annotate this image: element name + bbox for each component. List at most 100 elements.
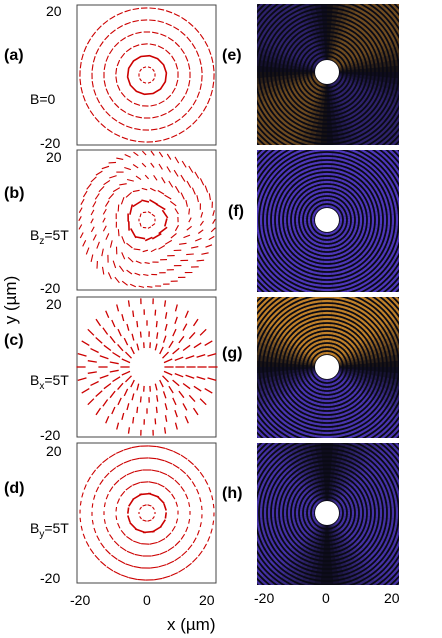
density-ring-segment [368, 275, 376, 282]
density-ring-segment [304, 234, 308, 238]
density-ring-segment [278, 10, 286, 17]
density-ring-segment [396, 186, 399, 193]
density-ring-segment [378, 156, 386, 163]
density-ring-segment [374, 228, 378, 234]
vector-arrow [90, 348, 99, 354]
density-ring-segment [303, 267, 309, 272]
density-ring-segment [315, 38, 319, 42]
density-ring-segment [386, 176, 393, 184]
density-ring-segment [343, 41, 348, 46]
density-ring-segment [288, 189, 293, 195]
density-ring-segment [300, 373, 304, 377]
density-ring-segment [241, 80, 242, 87]
density-ring-segment [384, 235, 388, 242]
density-ring-segment [331, 128, 338, 131]
vector-arrow [210, 56, 214, 64]
density-ring-segment [338, 174, 344, 178]
vector-arrow [87, 371, 97, 374]
density-ring-segment [347, 12, 354, 17]
density-ring-segment [316, 336, 320, 340]
vector-arrow [91, 519, 94, 525]
density-ring-segment [394, 150, 398, 152]
density-ring-segment [250, 37, 253, 44]
density-ring-segment [288, 61, 292, 66]
density-ring-segment [333, 193, 337, 197]
vector-arrow [123, 459, 132, 464]
density-ring-segment [376, 233, 381, 239]
density-ring-segment [392, 279, 399, 288]
density-ring-segment [379, 40, 385, 47]
density-ring-segment [379, 371, 382, 377]
density-ring-segment [257, 188, 261, 196]
density-ring-segment [364, 165, 371, 171]
vector-arrow [187, 544, 193, 551]
density-ring-segment [404, 59, 405, 66]
density-ring-segment [280, 227, 284, 233]
density-ring-segment [351, 360, 354, 363]
density-ring-segment [308, 4, 315, 6]
density-ring-segment [317, 59, 320, 63]
density-ring-segment [358, 254, 364, 260]
density-ring-segment [357, 17, 364, 23]
density-ring-segment [338, 359, 341, 362]
density-ring-segment [367, 42, 372, 48]
density-ring-segment [250, 126, 255, 132]
density-ring-segment [340, 202, 344, 206]
density-ring-segment [376, 159, 383, 166]
density-ring-segment [290, 100, 296, 106]
density-ring-segment [257, 13, 259, 18]
density-ring-segment [302, 4, 310, 8]
density-ring-segment [275, 24, 282, 31]
density-ring-segment [249, 0, 255, 6]
density-ring-segment [272, 81, 276, 87]
density-ring-segment [303, 345, 307, 349]
density-ring-segment [290, 165, 297, 171]
density-ring-segment [288, 13, 295, 19]
vector-arrow [121, 136, 129, 140]
density-ring-segment [426, 238, 428, 247]
density-ring-segment [335, 267, 341, 271]
density-ring-segment [359, 125, 366, 131]
density-ring-segment [332, 185, 337, 189]
density-ring-segment [279, 393, 284, 399]
density-ring-segment [351, 112, 357, 117]
density-ring-segment [335, 389, 339, 393]
density-ring-segment [279, 98, 284, 104]
density-ring-segment [227, 27, 231, 36]
vector-arrow [151, 213, 156, 217]
density-ring-segment [294, 325, 299, 330]
density-ring-segment [350, 36, 355, 41]
density-ring-segment [384, 143, 389, 145]
density-ring-segment [284, 355, 288, 360]
density-ring-segment [253, 207, 254, 213]
density-ring-segment [365, 343, 370, 349]
density-ring-segment [286, 339, 291, 345]
density-ring-segment [285, 39, 290, 44]
vector-arrow [142, 66, 147, 69]
density-ring-segment [379, 288, 386, 292]
density-ring-segment [359, 23, 366, 29]
density-ring-segment [353, 192, 357, 197]
density-ring-segment [350, 251, 355, 256]
density-ring-segment [249, 227, 250, 234]
density-ring-segment [345, 186, 350, 190]
vector-arrow [117, 382, 124, 391]
density-ring-segment [347, 409, 353, 414]
density-ring-segment [346, 234, 350, 238]
density-ring-segment [389, 174, 396, 182]
density-ring-segment [358, 333, 364, 339]
density-ring-segment [381, 153, 389, 160]
vector-arrow [126, 68, 130, 78]
density-ring-segment [395, 124, 399, 131]
density-ring-segment [429, 45, 431, 54]
density-ring-segment [378, 205, 382, 211]
density-ring-segment [289, 58, 293, 63]
density-ring-segment [306, 377, 310, 381]
vector-arrow [164, 460, 173, 465]
density-ring-segment [286, 118, 293, 124]
density-ring-segment [301, 40, 306, 44]
density-ring-segment [268, 277, 276, 284]
density-ring-segment [282, 190, 287, 196]
density-ring-segment [264, 61, 267, 67]
density-ring-segment [253, 59, 254, 65]
